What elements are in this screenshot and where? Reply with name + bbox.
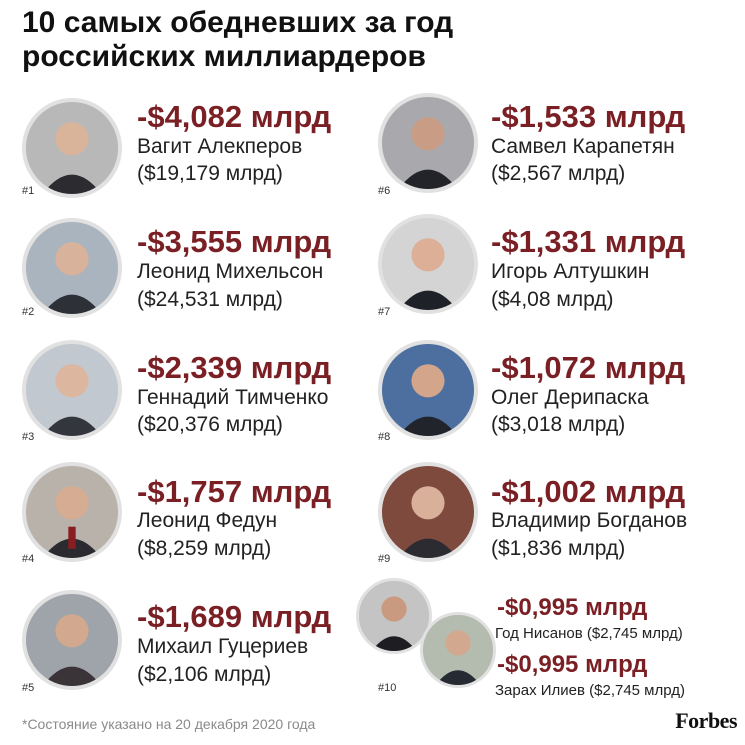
person-name: Самвел Карапетян (491, 135, 675, 158)
person-portrait-icon (382, 97, 474, 189)
wealth-loss: -$0,995 млрд (497, 594, 648, 621)
person-portrait-icon (382, 344, 474, 436)
person-portrait-icon (26, 222, 118, 314)
rank-label: #6 (378, 185, 391, 197)
title-line-2: российских миллиардеров (22, 40, 426, 73)
avatar (22, 340, 122, 440)
rank-label: #8 (378, 431, 391, 443)
person-name: Геннадий Тимченко (137, 386, 329, 409)
net-worth: ($4,08 млрд) (491, 288, 614, 311)
person-name: Михаил Гуцериев (137, 635, 309, 658)
title-line-1: 10 самых обедневших за год (22, 6, 454, 39)
page-title: 10 самых обедневших за год российских ми… (22, 6, 722, 74)
wealth-loss: -$1,533 млрд (491, 99, 686, 134)
avatar (378, 93, 478, 193)
person-name: Владимир Богданов (491, 509, 688, 532)
rank-label: #4 (22, 553, 35, 565)
person-portrait-icon (26, 344, 118, 436)
wealth-loss: -$0,995 млрд (497, 651, 648, 678)
net-worth: ($3,018 млрд) (491, 413, 626, 436)
avatar (22, 98, 122, 198)
avatar (22, 218, 122, 318)
wealth-loss: -$1,757 млрд (137, 474, 332, 509)
net-worth: ($19,179 млрд) (137, 162, 283, 185)
person-portrait-icon (359, 581, 429, 651)
wealth-loss: -$1,331 млрд (491, 224, 686, 259)
avatar (356, 578, 432, 654)
wealth-loss: -$4,082 млрд (137, 99, 332, 134)
net-worth: ($2,567 млрд) (491, 162, 626, 185)
person-name: Леонид Михельсон (137, 260, 324, 283)
person-name: Леонид Федун (137, 509, 278, 532)
footnote: *Состояние указано на 20 декабря 2020 го… (22, 716, 316, 732)
person-portrait-icon (26, 466, 118, 558)
rank-label: #2 (22, 306, 35, 318)
person-name: Вагит Алекперов (137, 135, 303, 158)
person-name-worth: Зарах Илиев ($2,745 млрд) (495, 682, 685, 699)
rank-label: #9 (378, 553, 391, 565)
person-portrait-icon (26, 102, 118, 194)
person-portrait-icon (382, 466, 474, 558)
wealth-loss: -$1,072 млрд (491, 350, 686, 385)
net-worth: ($24,531 млрд) (137, 288, 283, 311)
person-name-worth: Год Нисанов ($2,745 млрд) (495, 625, 683, 642)
avatar (378, 340, 478, 440)
net-worth: ($8,259 млрд) (137, 537, 272, 560)
rank-label: #1 (22, 185, 35, 197)
rank-label: #3 (22, 431, 35, 443)
wealth-loss: -$3,555 млрд (137, 224, 332, 259)
rank-label: #5 (22, 682, 35, 694)
wealth-loss: -$1,002 млрд (491, 474, 686, 509)
avatar (420, 612, 496, 688)
rank-label: #7 (378, 306, 391, 318)
avatar (22, 462, 122, 562)
person-portrait-icon (382, 218, 474, 310)
wealth-loss: -$1,689 млрд (137, 599, 332, 634)
net-worth: ($20,376 млрд) (137, 413, 283, 436)
brand-logo: Forbes (675, 708, 737, 733)
person-name: Игорь Алтушкин (491, 260, 650, 283)
wealth-loss: -$2,339 млрд (137, 350, 332, 385)
person-portrait-icon (423, 615, 493, 685)
avatar (378, 214, 478, 314)
avatar (378, 462, 478, 562)
net-worth: ($2,106 млрд) (137, 663, 272, 686)
avatar (22, 590, 122, 690)
person-name: Олег Дерипаска (491, 386, 649, 409)
net-worth: ($1,836 млрд) (491, 537, 626, 560)
rank-label: #10 (378, 682, 397, 694)
person-portrait-icon (26, 594, 118, 686)
